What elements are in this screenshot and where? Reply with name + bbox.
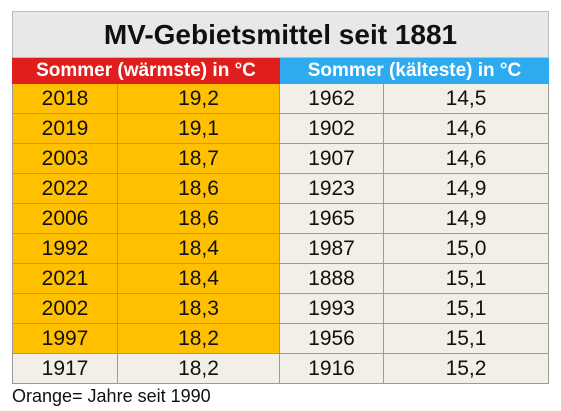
warm-year-cell: 1917 (12, 354, 118, 384)
cold-year-cell: 1993 (280, 294, 384, 324)
table-row: 2018 19,2 1962 14,5 (12, 84, 549, 114)
cold-year-cell: 1907 (280, 144, 384, 174)
warm-year-cell: 2018 (12, 84, 118, 114)
warm-value-cell: 19,1 (118, 114, 280, 144)
warm-value-cell: 18,6 (118, 174, 280, 204)
cold-year-cell: 1923 (280, 174, 384, 204)
table-row: 2019 19,1 1902 14,6 (12, 114, 549, 144)
cold-value-cell: 14,9 (384, 204, 549, 234)
cold-value-cell: 14,5 (384, 84, 549, 114)
table-row: 2003 18,7 1907 14,6 (12, 144, 549, 174)
warm-year-cell: 2002 (12, 294, 118, 324)
summer-ranking-table: 2018 19,2 1962 14,5 2019 19,1 1902 14,6 2003 18,7… (12, 84, 549, 384)
header-warmest-summers: Sommer (wärmste) in °C (12, 58, 280, 84)
table-row: 1997 18,2 1956 15,1 (12, 324, 549, 354)
cold-value-cell: 15,1 (384, 294, 549, 324)
warm-year-cell: 2021 (12, 264, 118, 294)
cold-value-cell: 14,6 (384, 114, 549, 144)
cold-year-cell: 1902 (280, 114, 384, 144)
warm-year-cell: 1992 (12, 234, 118, 264)
cold-value-cell: 15,2 (384, 354, 549, 384)
table-row: 2022 18,6 1923 14,9 (12, 174, 549, 204)
warm-value-cell: 18,4 (118, 234, 280, 264)
warm-value-cell: 18,4 (118, 264, 280, 294)
warm-value-cell: 18,2 (118, 324, 280, 354)
cold-value-cell: 15,1 (384, 264, 549, 294)
cold-value-cell: 14,6 (384, 144, 549, 174)
warm-value-cell: 19,2 (118, 84, 280, 114)
table-row: 2002 18,3 1993 15,1 (12, 294, 549, 324)
warm-year-cell: 2019 (12, 114, 118, 144)
cold-year-cell: 1916 (280, 354, 384, 384)
header-coldest-summers: Sommer (kälteste) in °C (280, 58, 549, 84)
warm-year-cell: 2022 (12, 174, 118, 204)
cold-year-cell: 1965 (280, 204, 384, 234)
warm-value-cell: 18,6 (118, 204, 280, 234)
warm-value-cell: 18,3 (118, 294, 280, 324)
cold-value-cell: 15,0 (384, 234, 549, 264)
cold-value-cell: 14,9 (384, 174, 549, 204)
cold-year-cell: 1987 (280, 234, 384, 264)
warm-value-cell: 18,2 (118, 354, 280, 384)
warm-year-cell: 2006 (12, 204, 118, 234)
table-row: 2006 18,6 1965 14,9 (12, 204, 549, 234)
table-title: MV-Gebietsmittel seit 1881 (12, 11, 549, 58)
warm-year-cell: 1997 (12, 324, 118, 354)
cold-year-cell: 1962 (280, 84, 384, 114)
warm-value-cell: 18,7 (118, 144, 280, 174)
legend-note: Orange= Jahre seit 1990 (12, 385, 211, 406)
table-row: 2021 18,4 1888 15,1 (12, 264, 549, 294)
table-row: 1992 18,4 1987 15,0 (12, 234, 549, 264)
warm-year-cell: 2003 (12, 144, 118, 174)
cold-year-cell: 1956 (280, 324, 384, 354)
cold-year-cell: 1888 (280, 264, 384, 294)
table-row: 1917 18,2 1916 15,2 (12, 354, 549, 384)
cold-value-cell: 15,1 (384, 324, 549, 354)
